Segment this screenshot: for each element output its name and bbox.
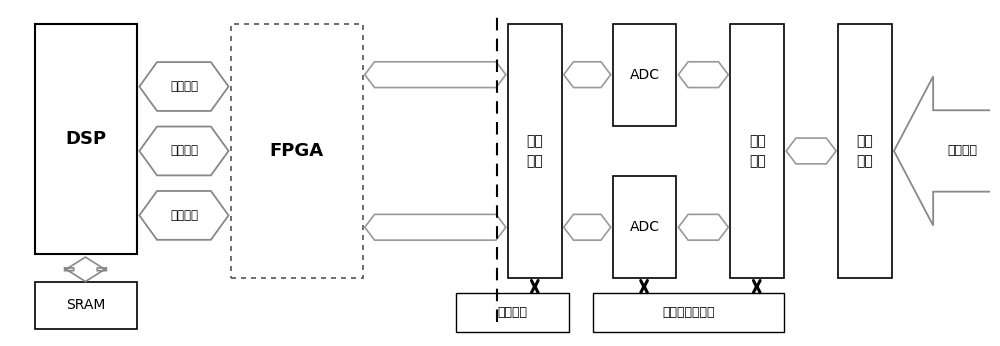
FancyBboxPatch shape <box>613 176 676 278</box>
FancyBboxPatch shape <box>730 24 784 278</box>
Polygon shape <box>564 215 611 240</box>
Polygon shape <box>365 62 506 88</box>
FancyBboxPatch shape <box>456 293 569 333</box>
FancyBboxPatch shape <box>508 24 562 278</box>
Polygon shape <box>564 62 611 88</box>
Polygon shape <box>365 215 506 240</box>
FancyBboxPatch shape <box>34 282 137 329</box>
FancyBboxPatch shape <box>838 24 892 278</box>
Text: ADC: ADC <box>630 220 660 234</box>
Text: SRAM: SRAM <box>66 298 106 312</box>
Text: DSP: DSP <box>65 130 107 148</box>
Text: 数字
隔离: 数字 隔离 <box>526 134 543 168</box>
FancyBboxPatch shape <box>593 293 784 333</box>
Polygon shape <box>894 76 992 226</box>
Text: FPGA: FPGA <box>270 142 324 160</box>
Polygon shape <box>139 127 229 175</box>
Text: 数据信号: 数据信号 <box>170 209 198 222</box>
Text: 隔离电源: 隔离电源 <box>497 306 527 319</box>
Text: 地址信号: 地址信号 <box>170 145 198 157</box>
Text: ADC: ADC <box>630 68 660 82</box>
Polygon shape <box>786 138 836 164</box>
Text: 输入端口: 输入端口 <box>948 145 978 157</box>
Polygon shape <box>678 215 728 240</box>
Polygon shape <box>678 62 728 88</box>
Polygon shape <box>64 257 107 282</box>
Text: 调理
电路: 调理 电路 <box>749 134 766 168</box>
FancyBboxPatch shape <box>230 24 363 278</box>
FancyBboxPatch shape <box>613 24 676 126</box>
Polygon shape <box>139 191 229 240</box>
FancyBboxPatch shape <box>34 24 137 254</box>
Text: 保护
电路: 保护 电路 <box>857 134 873 168</box>
Text: 参考电压源电路: 参考电压源电路 <box>662 306 715 319</box>
Text: 控制信号: 控制信号 <box>170 80 198 93</box>
Polygon shape <box>139 62 229 111</box>
